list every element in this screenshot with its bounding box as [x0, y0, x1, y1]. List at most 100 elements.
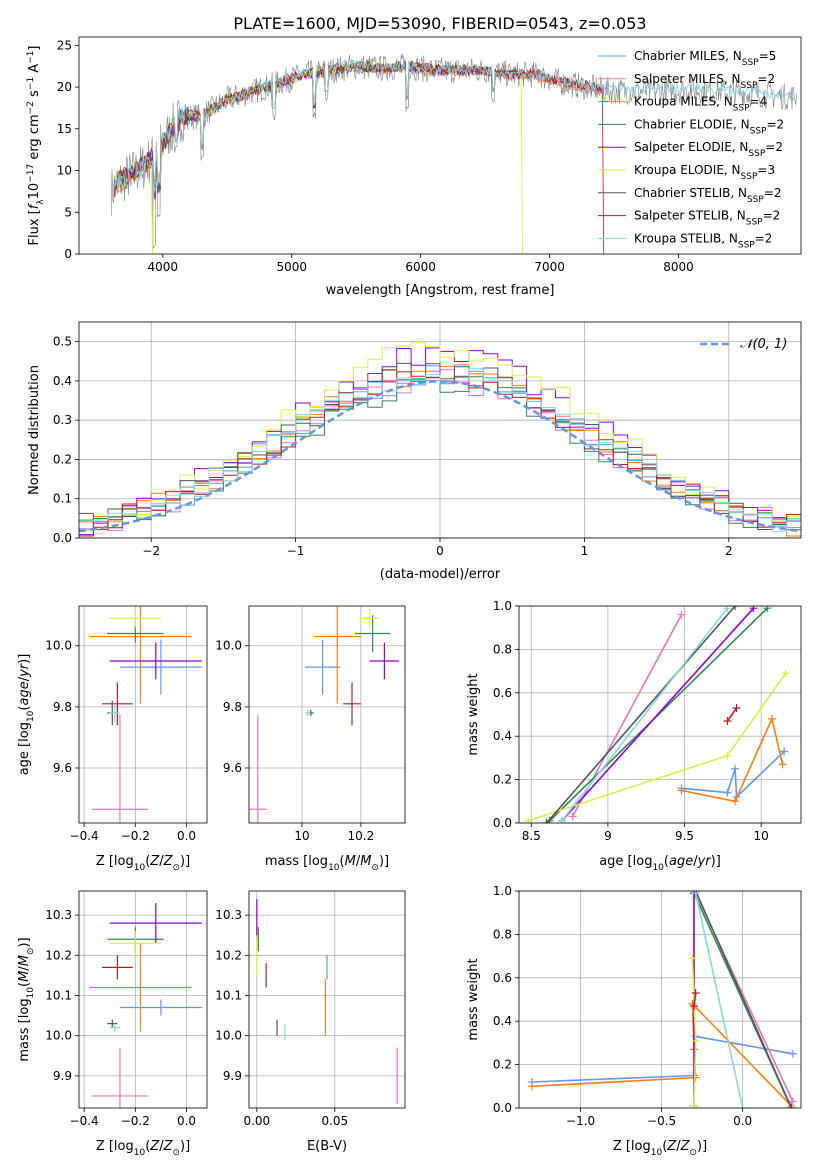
weight-marker: [749, 606, 758, 613]
y-tick-label: 10.0: [45, 639, 72, 653]
y-tick-label: 10: [57, 164, 72, 178]
y-tick-label: 10.0: [215, 1029, 242, 1043]
legend-entry: Chabrier ELODIE, NSSP=2: [634, 117, 784, 136]
y-tick-label: 0: [64, 247, 72, 261]
weight-marker: [731, 764, 740, 773]
plot-area: [89, 903, 202, 1108]
x-tick-label: 7000: [534, 260, 565, 274]
y-tick-label: 1.0: [493, 599, 512, 613]
weight-marker: [787, 1104, 796, 1108]
plot-area: [256, 899, 398, 1104]
y-tick-label: 0.8: [493, 927, 512, 941]
weight-marker: [557, 816, 566, 823]
weight-line: [681, 717, 784, 803]
plot-area: [527, 891, 797, 1108]
x-axis-label: E(B-V): [307, 1139, 347, 1154]
y-tick-label: 0.4: [493, 729, 512, 743]
weight-line: [694, 893, 744, 1108]
weight-marker: [691, 988, 700, 997]
x-tick-label: −0.2: [121, 829, 150, 843]
x-axis-label: Z [log10(Z/Z⊙)]: [96, 1139, 190, 1158]
y-tick-label: 9.8: [53, 700, 72, 714]
panel-age-vs-mass: 10 10.2 9.6 9.8 10.0 mass [log10(M/M⊙)]: [215, 605, 406, 873]
weight-marker: [568, 812, 577, 821]
x-tick-label: 0.00: [243, 1114, 270, 1128]
axes-frame: [78, 605, 208, 824]
y-tick-label: 0.6: [493, 686, 512, 700]
observed-spectrum-line: [110, 53, 797, 249]
x-tick-label: 0.0: [177, 829, 196, 843]
panel-mass-vs-Z: −0.4 −0.2 0.0 9.9 10.0 10.1 10.2 10.3 Z [log10(Z…: [17, 890, 208, 1158]
normal-reference-curve: [79, 380, 801, 533]
y-tick-label: 9.9: [53, 1069, 72, 1083]
x-tick-label: −1: [287, 544, 305, 558]
legend-entry: Kroupa STELIB, NSSP=2: [634, 231, 772, 250]
model-spectrum-line: [113, 59, 795, 196]
figure-title: PLATE=1600, MJD=53090, FIBERID=0543, z=0…: [233, 14, 646, 33]
y-tick-label: 0.0: [53, 531, 72, 545]
x-tick-label: 5000: [276, 260, 307, 274]
weight-marker: [690, 1101, 699, 1108]
weight-marker: [691, 891, 700, 898]
weight-marker: [723, 788, 732, 797]
plot-area: [89, 606, 202, 823]
y-tick-label: 10.2: [45, 948, 72, 962]
y-axis-label: Normed distribution: [27, 365, 42, 495]
y-tick-label: 10.2: [215, 948, 242, 962]
y-axis-label: mass weight: [466, 673, 481, 755]
x-tick-label: 0.0: [733, 1114, 752, 1128]
legend-entry: Kroupa ELODIE, NSSP=3: [634, 163, 775, 182]
weight-marker: [723, 606, 732, 613]
x-tick-label: 8000: [663, 260, 694, 274]
weight-marker: [732, 703, 741, 712]
model-spectrum-line: [113, 60, 605, 254]
x-axis-label: Z [log10(Z/Z⊙)]: [613, 1139, 707, 1158]
weight-line: [545, 606, 736, 823]
x-axis-label: wavelength [Angstrom, rest frame]: [326, 283, 555, 298]
x-tick-label: 10: [754, 829, 769, 843]
weight-marker: [688, 954, 697, 963]
model-spectrum-line: [113, 62, 608, 199]
x-tick-label: −0.4: [70, 1114, 99, 1128]
x-tick-label: 0: [436, 544, 444, 558]
residual-histogram: [79, 342, 801, 531]
x-tick-label: 6000: [405, 260, 436, 274]
y-tick-label: 15: [57, 122, 72, 136]
plot-area: [524, 606, 790, 823]
x-tick-label: 0.05: [321, 1114, 348, 1128]
plot-area: [110, 53, 797, 254]
legend-entry: 𝒩(0, 1): [740, 337, 787, 352]
x-tick-label: 8.5: [522, 829, 541, 843]
legend-entry: Kroupa MILES, NSSP=4: [634, 95, 767, 114]
legend-entry: Salpeter ELODIE, NSSP=2: [634, 140, 783, 159]
y-tick-label: 0.0: [493, 1101, 512, 1115]
y-tick-label: 20: [57, 80, 72, 94]
axes-frame: [78, 321, 802, 539]
weight-marker: [767, 714, 776, 723]
x-tick-label: −0.4: [70, 829, 99, 843]
weight-line: [531, 1035, 794, 1083]
y-tick-label: 0.2: [493, 773, 512, 787]
weight-marker: [781, 669, 790, 678]
y-tick-label: 10.3: [45, 908, 72, 922]
y-tick-label: 0.5: [53, 335, 72, 349]
panel-spectrum: 4000 5000 6000 7000 8000 0 5 10 15 20 25 wavelength…: [26, 36, 802, 298]
x-tick-label: 1: [581, 544, 589, 558]
x-tick-label: 10: [294, 829, 309, 843]
axes-frame: [78, 890, 208, 1109]
weight-marker: [763, 606, 772, 613]
residual-histogram: [79, 362, 801, 531]
weight-line: [681, 750, 785, 798]
weight-marker: [677, 610, 686, 619]
y-tick-label: 0.8: [493, 642, 512, 656]
x-axis-label: Z [log10(Z/Z⊙)]: [96, 854, 190, 873]
y-tick-label: 9.6: [53, 761, 72, 775]
y-tick-label: 10.0: [45, 1029, 72, 1043]
y-tick-label: 9.8: [223, 700, 242, 714]
y-axis-label: mass weight: [466, 958, 481, 1040]
y-tick-label: 1.0: [493, 884, 512, 898]
model-spectrum-line: [113, 60, 605, 193]
axes-frame: [248, 890, 406, 1109]
weight-line: [694, 891, 793, 1108]
